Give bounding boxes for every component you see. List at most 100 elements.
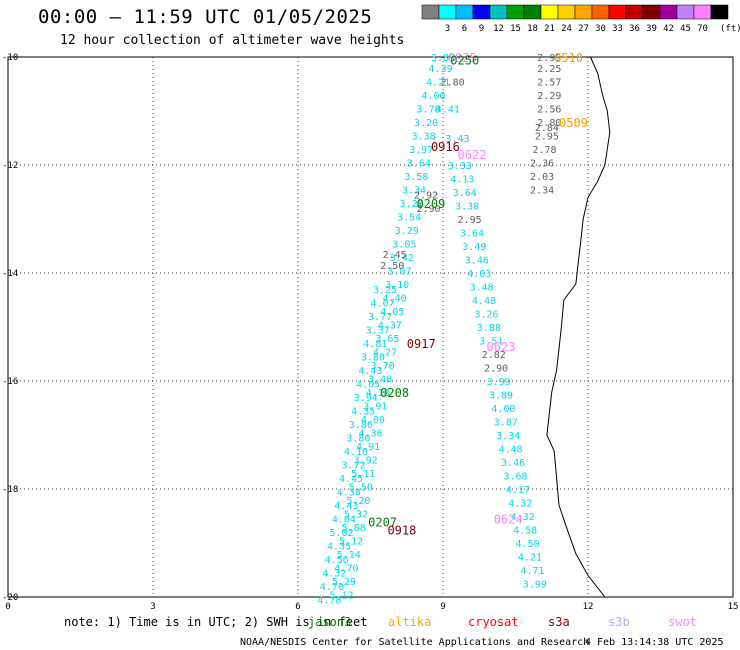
- colorbar-swatch: [523, 4, 542, 20]
- wave-height-value: 3.88: [477, 323, 501, 334]
- colorbar-tick: 24: [561, 24, 572, 34]
- colorbar-swatch: [608, 4, 627, 20]
- colorbar-tick: 70: [697, 24, 708, 34]
- wave-height-value: 2.50: [380, 261, 404, 272]
- wave-height-value: 4.48: [472, 296, 496, 307]
- x-tick-label: 12: [583, 602, 594, 612]
- colorbar-swatch: [540, 4, 559, 20]
- wave-height-value: 3.86: [349, 420, 373, 431]
- pass-time-label: 0209: [416, 197, 445, 211]
- colorbar-tick: 30: [595, 24, 606, 34]
- wave-height-value: 5.88: [342, 523, 366, 534]
- colorbar-tick: 12: [493, 24, 504, 34]
- colorbar-tick: 39: [646, 24, 657, 34]
- wave-height-value: 4.05: [356, 380, 380, 391]
- wave-height-value: 5.20: [346, 496, 370, 507]
- colorbar-swatch: [659, 4, 678, 20]
- wave-height-value: 4.43: [334, 501, 358, 512]
- wave-height-value: 3.29: [395, 226, 419, 237]
- colorbar-swatch: [574, 4, 593, 20]
- pass-time-label: 0623: [487, 340, 516, 354]
- x-tick-label: 9: [440, 602, 445, 612]
- wave-height-value: 3.64: [407, 158, 431, 169]
- legend-item-cryosat: cryosat: [468, 615, 519, 629]
- wave-height-value: 3.43: [445, 134, 469, 145]
- wave-height-value: 4.70: [320, 582, 344, 593]
- page-subtitle: 12 hour collection of altimeter wave hei…: [60, 33, 405, 48]
- colorbar-swatch: [421, 4, 440, 20]
- colorbar-tick: 27: [578, 24, 589, 34]
- wave-height-value: 4.48: [499, 445, 523, 456]
- legend-item-altika: altika: [388, 615, 431, 629]
- wave-height-value: 3.58: [404, 172, 428, 183]
- wave-height-value: 4.36: [358, 428, 382, 439]
- wave-height-value: 4.38: [337, 488, 361, 499]
- wave-height-value: 4.18: [366, 388, 390, 399]
- colorbar-tick: 9: [479, 24, 484, 34]
- wave-height-value: 4.81: [363, 339, 387, 350]
- wave-height-value: 3.05: [392, 239, 416, 250]
- pass-time-label: 0918: [387, 524, 416, 538]
- wave-height-value: 3.89: [431, 53, 455, 64]
- footer-credit: NOAA/NESDIS Center for Satellite Applica…: [240, 637, 589, 648]
- wave-height-value: 3.38: [412, 131, 436, 142]
- colorbar-swatch: [557, 4, 576, 20]
- wave-height-value: 2.92: [414, 191, 438, 202]
- wave-height-value: 3.87: [494, 418, 518, 429]
- wave-height-value: 3.46: [465, 256, 489, 267]
- wave-height-value: 4.45: [339, 474, 363, 485]
- pass-time-label: 0916: [431, 140, 460, 154]
- colorbar-swatch: [455, 4, 474, 20]
- x-tick-label: 3: [150, 602, 155, 612]
- wave-height-value: 3.37: [366, 326, 390, 337]
- wave-height-value: 3.91: [363, 401, 387, 412]
- wave-height-value: 3.34: [402, 185, 426, 196]
- footer-note: note: 1) Time is in UTC; 2) SWH is in fe…: [64, 615, 367, 629]
- colorbar-tick: 36: [629, 24, 640, 34]
- wave-height-value: 2.03: [530, 172, 554, 183]
- colorbar-swatch: [710, 4, 729, 20]
- wave-height-value: 5.11: [351, 469, 375, 480]
- wave-height-value: 3.65: [375, 334, 399, 345]
- wave-height-value: 4.32: [511, 512, 535, 523]
- y-tick-label: -16: [2, 377, 18, 387]
- colorbar-unit: (ft): [720, 24, 740, 34]
- pass-time-label: 0510: [554, 51, 583, 65]
- wave-height-value: 3.97: [409, 145, 433, 156]
- wave-height-value: 2.78: [532, 145, 556, 156]
- footer: note: 1) Time is in UTC; 2) SWH is in fe…: [64, 615, 723, 648]
- colorbar-tick: 45: [680, 24, 691, 34]
- wave-height-value: 4.40: [383, 293, 407, 304]
- wave-height-value: 2.80: [537, 118, 561, 129]
- pass-time-label: 0509: [559, 116, 588, 130]
- colorbar-swatch: [506, 4, 525, 20]
- wave-height-value: 2.56: [537, 104, 561, 115]
- wave-height-value: 3.49: [462, 242, 486, 253]
- legend-item-s3a: s3a: [548, 615, 570, 629]
- wave-height-value: 2.36: [530, 158, 554, 169]
- wave-height-value: 2.45: [383, 250, 407, 261]
- wave-height-value: 3.64: [453, 188, 477, 199]
- wave-height-value: 4.41: [436, 104, 460, 115]
- grid-lines: [8, 57, 733, 597]
- colorbar-swatch: [676, 4, 695, 20]
- pass-time-label: 0208: [380, 386, 409, 400]
- wave-height-value: 2.99: [537, 53, 561, 64]
- wave-height-value: 4.21: [426, 77, 450, 88]
- y-tick-label: -14: [2, 269, 18, 279]
- wave-height-value: 4.35: [327, 542, 351, 553]
- wave-height-value: 3.42: [390, 253, 414, 264]
- wave-height-value: 3.34: [496, 431, 520, 442]
- wave-height-value: 4.78: [317, 596, 341, 607]
- wave-height-value: 3.46: [501, 458, 525, 469]
- wave-height-value: 4.56: [325, 555, 349, 566]
- wave-height-value: 4.03: [467, 269, 491, 280]
- wave-height-value: 3.51: [479, 337, 503, 348]
- wave-height-value: 3.07: [387, 266, 411, 277]
- wave-height-value: 4.05: [380, 307, 404, 318]
- wave-height-value: 3.54: [397, 212, 421, 223]
- wave-height-value: 5.14: [337, 550, 361, 561]
- wave-height-value: 3.92: [354, 455, 378, 466]
